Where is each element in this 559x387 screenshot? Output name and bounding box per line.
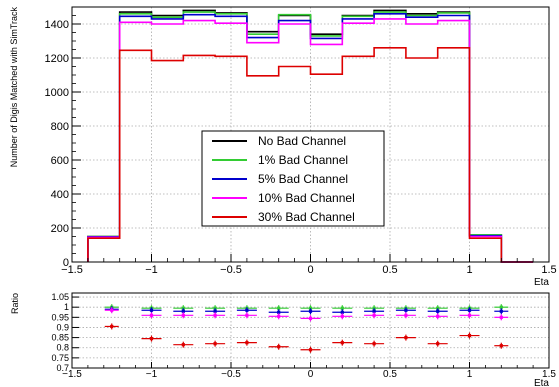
x-tick-label: −1.5 <box>61 264 83 276</box>
ratio-point-10-bad-channel <box>277 314 281 318</box>
ratio-point-30-bad-channel <box>340 341 344 345</box>
ratio-point-30-bad-channel <box>213 342 217 346</box>
ratio-point-30-bad-channel <box>245 341 249 345</box>
ratio-point-10-bad-channel <box>149 313 154 317</box>
y-tick-label: 800 <box>51 121 69 133</box>
ratio-point-5-bad-channel <box>436 309 440 313</box>
ratio-y-tick-label: 1.05 <box>51 292 69 302</box>
ratio-point-10-bad-channel <box>340 314 344 318</box>
ratio-point-30-bad-channel <box>277 345 281 349</box>
ratio-point-10-bad-channel <box>213 313 217 317</box>
ratio-point-5-bad-channel <box>467 308 472 312</box>
x-tick-label: 1.5 <box>541 264 556 276</box>
ratio-point-1-bad-channel <box>499 305 503 309</box>
ratio-point-10-bad-channel <box>308 316 313 320</box>
y-tick-label: 1200 <box>45 53 69 65</box>
ratio-point-10-bad-channel <box>245 313 249 317</box>
bottom-panel: −1.5 −1 −0.5 0 0.5 1 1.50.70.750.80.850.90.951… <box>10 292 556 387</box>
x-tick-label: 0 <box>307 264 313 276</box>
ratio-point-10-bad-channel <box>404 313 408 317</box>
ratio-y-tick-label: 0.75 <box>51 353 69 363</box>
ratio-point-30-bad-channel <box>149 337 154 341</box>
ratio-point-10-bad-channel <box>110 308 114 312</box>
ratio-point-1-bad-channel <box>372 306 376 310</box>
legend-label: 10% Bad Channel <box>258 191 355 205</box>
ratio-y-tick-label: 0.9 <box>56 322 69 332</box>
legend-label: No Bad Channel <box>258 134 346 148</box>
ratio-point-5-bad-channel <box>181 309 185 313</box>
ratio-x-tick-label: −1 <box>146 369 158 380</box>
ratio-point-5-bad-channel <box>308 309 313 313</box>
ratio-point-10-bad-channel <box>372 313 376 317</box>
ratio-point-1-bad-channel <box>340 306 344 310</box>
ratio-point-5-bad-channel <box>340 310 344 314</box>
ratio-point-10-bad-channel <box>436 314 440 318</box>
ratio-point-30-bad-channel <box>372 342 376 346</box>
ratio-point-30-bad-channel <box>110 324 114 329</box>
y-tick-label: 400 <box>51 189 69 201</box>
legend-label: 1% Bad Channel <box>258 153 348 167</box>
x-tick-label: −1 <box>145 264 158 276</box>
ratio-y-tick-label: 1 <box>64 302 69 312</box>
histogram-5-bad-channel <box>87 13 534 263</box>
x-tick-label: 0.5 <box>382 264 397 276</box>
ratio-point-5-bad-channel <box>213 309 217 313</box>
ratio-point-1-bad-channel <box>436 306 440 310</box>
ratio-point-5-bad-channel <box>372 309 376 313</box>
ratio-y-tick-label: 0.7 <box>56 363 69 373</box>
ratio-x-axis-title: Eta <box>534 378 549 387</box>
ratio-point-5-bad-channel <box>245 308 249 312</box>
ratio-point-5-bad-channel <box>499 309 503 313</box>
y-tick-label: 1400 <box>45 19 69 31</box>
ratio-point-5-bad-channel <box>277 310 281 314</box>
ratio-point-10-bad-channel <box>467 313 472 317</box>
ratio-point-30-bad-channel <box>467 333 472 338</box>
top-panel: −1.5 −1 −0.5 0 0.5 1 1.5 0 200 400 600 800 1000 1200 1… <box>9 6 557 288</box>
x-axis-title: Eta <box>534 277 549 288</box>
y-tick-label: 1000 <box>45 87 69 99</box>
ratio-point-1-bad-channel <box>308 306 313 310</box>
ratio-point-30-bad-channel <box>436 342 440 346</box>
histogram-30-bad-channel <box>87 47 534 263</box>
y-tick-label: 600 <box>51 155 69 167</box>
ratio-x-tick-label: −1.5 <box>62 369 82 380</box>
ratio-x-tick-label: 0.5 <box>383 369 397 380</box>
x-tick-label: 1 <box>466 264 472 276</box>
ratio-x-tick-label: 0 <box>308 369 314 380</box>
ratio-x-tick-label: −0.5 <box>221 369 241 380</box>
ratio-point-30-bad-channel <box>404 335 408 340</box>
ratio-x-tick-label: 1 <box>467 369 473 380</box>
y-tick-label: 0 <box>63 257 69 269</box>
ratio-point-5-bad-channel <box>149 308 154 312</box>
y-axis-title: Number of Digis Matched with SimTrack <box>9 7 19 168</box>
ratio-point-1-bad-channel <box>181 306 185 310</box>
ratio-point-10-bad-channel <box>181 313 185 317</box>
ratio-point-1-bad-channel <box>213 306 217 310</box>
ratio-y-tick-label: 0.8 <box>56 343 69 353</box>
ratio-point-10-bad-channel <box>499 315 503 319</box>
histogram-10-bad-channel <box>87 18 534 263</box>
ratio-x-tick-label: 1.5 <box>542 369 556 380</box>
legend-label: 5% Bad Channel <box>258 172 348 186</box>
legend-label: 30% Bad Channel <box>258 210 355 224</box>
ratio-y-tick-label: 0.85 <box>51 333 69 343</box>
ratio-point-30-bad-channel <box>499 344 503 348</box>
y-tick-label: 200 <box>51 223 69 235</box>
ratio-y-tick-label: 0.95 <box>51 312 69 322</box>
x-tick-label: −0.5 <box>220 264 242 276</box>
ratio-y-axis-title: Ratio <box>10 293 20 314</box>
ratio-point-30-bad-channel <box>308 348 313 352</box>
ratio-point-5-bad-channel <box>404 308 408 312</box>
ratio-point-30-bad-channel <box>181 343 185 347</box>
ratio-point-1-bad-channel <box>277 306 281 310</box>
